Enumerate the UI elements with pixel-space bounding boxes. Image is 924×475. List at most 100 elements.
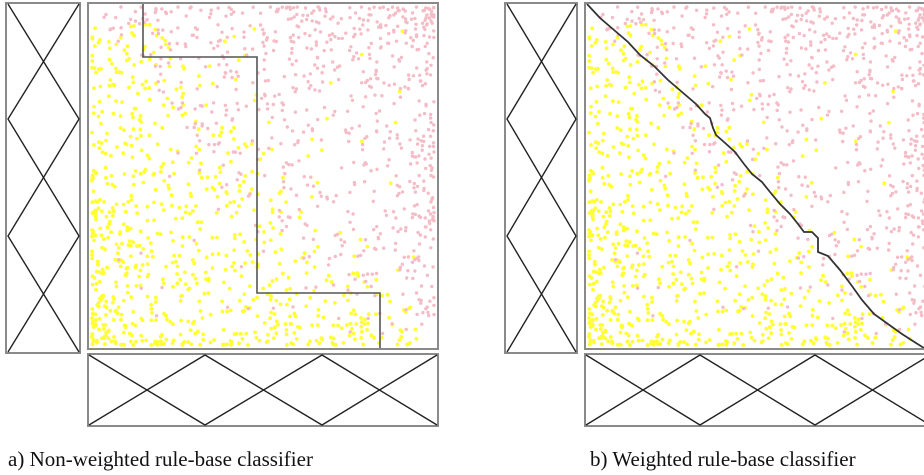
data-point-class-1 bbox=[131, 174, 136, 179]
data-point-class-2 bbox=[842, 16, 846, 20]
data-point-class-2 bbox=[785, 129, 789, 133]
data-point-class-2 bbox=[769, 39, 773, 44]
data-point-class-2 bbox=[800, 80, 805, 84]
data-point-class-2 bbox=[179, 80, 183, 85]
data-point-class-2 bbox=[423, 44, 427, 49]
data-point-class-2 bbox=[652, 28, 656, 32]
data-point-class-1 bbox=[811, 308, 815, 312]
data-point-class-2 bbox=[377, 109, 382, 113]
data-point-class-1 bbox=[104, 313, 108, 317]
data-point-class-2 bbox=[831, 316, 835, 321]
data-point-class-2 bbox=[675, 80, 679, 85]
data-point-class-1 bbox=[250, 169, 255, 174]
data-point-class-2 bbox=[908, 66, 912, 70]
data-point-class-1 bbox=[229, 129, 233, 134]
data-point-class-1 bbox=[601, 299, 605, 304]
data-point-class-2 bbox=[845, 212, 849, 216]
data-point-class-1 bbox=[668, 338, 672, 343]
data-point-class-1 bbox=[224, 203, 229, 208]
data-point-class-2 bbox=[427, 16, 432, 20]
data-point-class-1 bbox=[706, 185, 710, 190]
data-point-class-1 bbox=[625, 226, 630, 231]
data-point-class-2 bbox=[426, 209, 431, 213]
data-point-class-2 bbox=[430, 284, 434, 289]
data-point-class-2 bbox=[224, 71, 228, 75]
data-point-class-2 bbox=[623, 21, 627, 26]
data-point-class-2 bbox=[812, 89, 816, 93]
data-point-class-2 bbox=[912, 139, 917, 143]
data-point-class-2 bbox=[349, 45, 353, 49]
data-point-class-2 bbox=[119, 26, 123, 30]
data-point-class-2 bbox=[394, 174, 398, 178]
data-point-class-1 bbox=[96, 40, 101, 45]
data-point-class-2 bbox=[827, 109, 831, 114]
data-point-class-1 bbox=[164, 314, 169, 318]
panel-a-decision-boundary bbox=[142, 4, 381, 348]
data-point-class-2 bbox=[225, 63, 229, 67]
data-point-class-1 bbox=[901, 341, 905, 345]
data-point-class-2 bbox=[156, 28, 160, 32]
data-point-class-2 bbox=[307, 86, 311, 91]
data-point-class-2 bbox=[688, 238, 692, 243]
data-point-class-1 bbox=[191, 258, 195, 262]
data-point-class-1 bbox=[108, 78, 113, 82]
data-point-class-2 bbox=[327, 256, 332, 261]
data-point-class-2 bbox=[860, 316, 864, 321]
data-point-class-1 bbox=[131, 343, 136, 347]
data-point-class-1 bbox=[109, 153, 113, 158]
data-point-class-2 bbox=[413, 27, 418, 31]
data-point-class-2 bbox=[127, 21, 131, 26]
data-point-class-1 bbox=[133, 169, 138, 173]
data-point-class-1 bbox=[853, 324, 857, 329]
data-point-class-1 bbox=[593, 206, 598, 211]
data-point-class-2 bbox=[918, 66, 922, 71]
data-point-class-1 bbox=[331, 342, 336, 347]
data-point-class-1 bbox=[204, 270, 208, 275]
data-point-class-1 bbox=[723, 200, 728, 205]
data-point-class-2 bbox=[428, 221, 432, 226]
data-point-class-2 bbox=[905, 249, 909, 253]
data-point-class-2 bbox=[917, 225, 921, 229]
data-point-class-2 bbox=[832, 64, 836, 68]
data-point-class-1 bbox=[598, 237, 603, 241]
data-point-class-1 bbox=[154, 318, 158, 322]
data-point-class-1 bbox=[198, 83, 202, 88]
data-point-class-2 bbox=[906, 118, 910, 122]
data-point-class-2 bbox=[818, 10, 822, 14]
data-point-class-2 bbox=[367, 84, 372, 89]
data-point-class-1 bbox=[694, 161, 699, 166]
data-point-class-2 bbox=[712, 207, 716, 211]
data-point-class-1 bbox=[273, 250, 278, 255]
data-point-class-2 bbox=[410, 44, 414, 49]
data-point-class-1 bbox=[693, 227, 698, 232]
data-point-class-1 bbox=[144, 338, 149, 343]
data-point-class-1 bbox=[393, 120, 398, 125]
data-point-class-1 bbox=[206, 278, 211, 283]
data-point-class-1 bbox=[751, 252, 756, 256]
panel-b-x-membership-functions bbox=[584, 353, 924, 427]
data-point-class-1 bbox=[675, 318, 679, 323]
data-point-class-1 bbox=[768, 250, 773, 255]
data-point-class-1 bbox=[221, 327, 226, 332]
data-point-class-2 bbox=[170, 101, 174, 105]
data-point-class-2 bbox=[230, 75, 234, 80]
data-point-class-2 bbox=[920, 51, 924, 56]
data-point-class-2 bbox=[104, 12, 108, 17]
data-point-class-1 bbox=[782, 297, 787, 302]
data-point-class-1 bbox=[810, 323, 815, 327]
data-point-class-2 bbox=[846, 26, 850, 31]
data-point-class-2 bbox=[203, 65, 208, 69]
data-point-class-2 bbox=[311, 184, 316, 188]
data-point-class-2 bbox=[316, 56, 320, 60]
data-point-class-1 bbox=[870, 341, 875, 345]
data-point-class-1 bbox=[779, 328, 783, 332]
data-point-class-1 bbox=[304, 260, 309, 265]
data-point-class-2 bbox=[139, 251, 143, 255]
data-point-class-1 bbox=[781, 275, 786, 280]
data-point-class-2 bbox=[374, 111, 378, 116]
data-point-class-2 bbox=[842, 190, 846, 195]
data-point-class-1 bbox=[629, 106, 633, 111]
data-point-class-2 bbox=[730, 178, 735, 182]
data-point-class-2 bbox=[215, 85, 219, 89]
data-point-class-2 bbox=[878, 213, 882, 217]
